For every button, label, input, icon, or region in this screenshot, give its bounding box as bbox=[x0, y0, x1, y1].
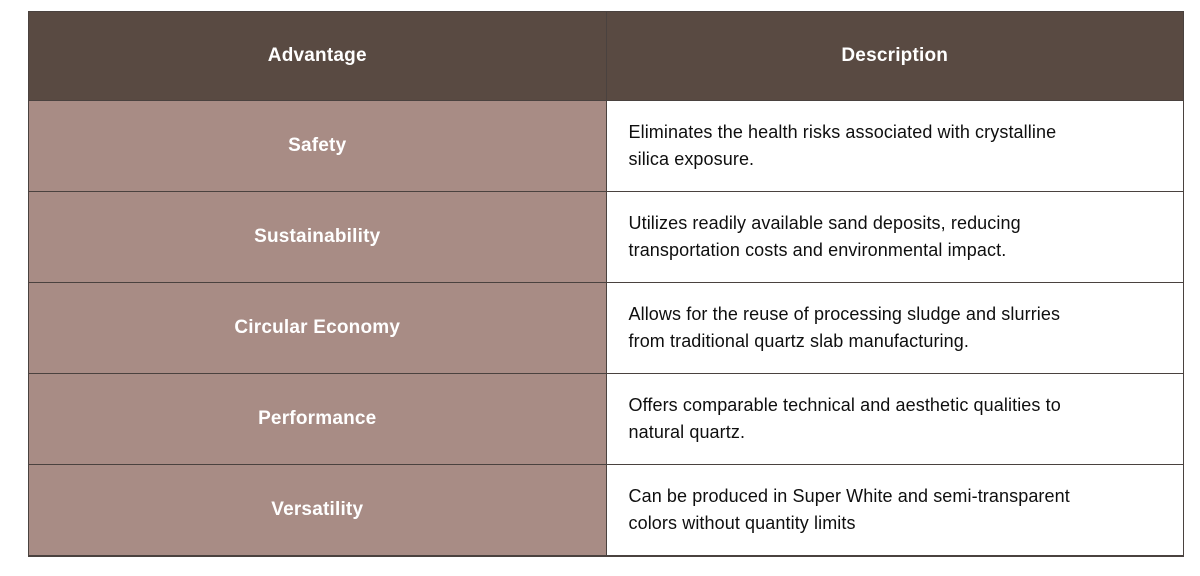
description-cell-circular-economy: Allows for the reuse of processing sludg… bbox=[605, 282, 1184, 374]
column-header-description: Description bbox=[605, 11, 1184, 101]
table-row: Circular Economy Allows for the reuse of… bbox=[28, 282, 1184, 374]
advantage-cell-circular-economy: Circular Economy bbox=[28, 282, 607, 374]
table-row: Sustainability Utilizes readily availabl… bbox=[28, 191, 1184, 283]
table-row: Versatility Can be produced in Super Whi… bbox=[28, 464, 1184, 556]
description-cell-safety: Eliminates the health risks associated w… bbox=[605, 100, 1184, 192]
table-row: Performance Offers comparable technical … bbox=[28, 373, 1184, 465]
advantage-cell-safety: Safety bbox=[28, 100, 607, 192]
advantage-cell-sustainability: Sustainability bbox=[28, 191, 607, 283]
description-cell-sustainability: Utilizes readily available sand deposits… bbox=[605, 191, 1184, 283]
advantage-cell-versatility: Versatility bbox=[28, 464, 607, 556]
description-cell-performance: Offers comparable technical and aestheti… bbox=[605, 373, 1184, 465]
advantage-cell-performance: Performance bbox=[28, 373, 607, 465]
header-row: Advantage Description bbox=[28, 11, 1184, 101]
description-cell-versatility: Can be produced in Super White and semi-… bbox=[605, 464, 1184, 556]
column-header-advantage: Advantage bbox=[28, 11, 607, 101]
advantages-table: Advantage Description Safety Eliminates … bbox=[28, 11, 1184, 557]
table-row: Safety Eliminates the health risks assoc… bbox=[28, 100, 1184, 192]
